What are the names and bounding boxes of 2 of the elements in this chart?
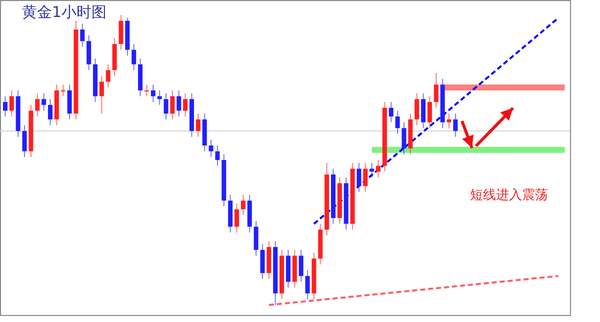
annotation: 短线进入震荡 — [470, 188, 548, 203]
chart-title: 黄金1小时图 — [22, 3, 107, 21]
